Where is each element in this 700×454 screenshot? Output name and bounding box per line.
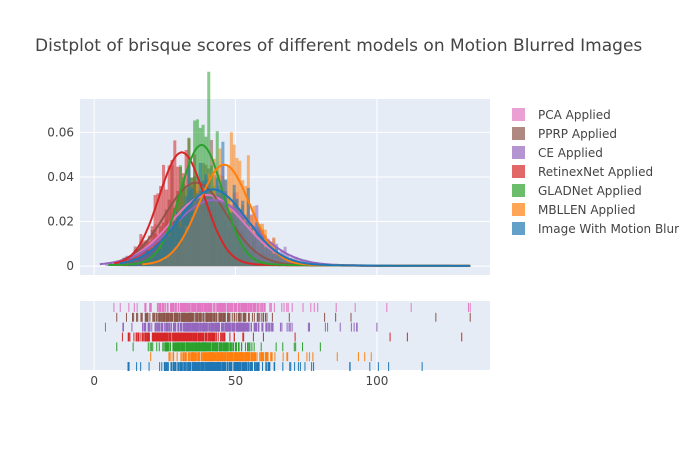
legend-swatch-mbllen-applied <box>512 203 525 216</box>
hist-bar-image-with-motion-blur <box>201 180 205 267</box>
legend-item-pca-applied[interactable]: PCA Applied <box>512 108 611 122</box>
hist-bar-image-with-motion-blur <box>153 246 157 267</box>
hist-bar-image-with-motion-blur <box>277 254 281 267</box>
hist-bar-image-with-motion-blur <box>266 243 270 267</box>
legend-label-mbllen-applied: MBLLEN Applied <box>538 203 635 217</box>
hist-bar-retinexnet-applied <box>173 140 177 267</box>
hist-bar-image-with-motion-blur <box>207 179 211 267</box>
legend-label-gladnet-applied: GLADNet Applied <box>538 184 642 198</box>
hist-bar-image-with-motion-blur <box>260 233 264 267</box>
legend-item-pprp-applied[interactable]: PPRP Applied <box>512 127 617 141</box>
hist-bar-retinexnet-applied <box>159 185 163 267</box>
legend-swatch-image-with-motion-blur <box>512 222 525 235</box>
y-tick-label: 0.06 <box>47 125 74 139</box>
hist-bar-image-with-motion-blur <box>167 235 171 267</box>
legend-label-image-with-motion-blur: Image With Motion Blur <box>538 222 679 236</box>
hist-bar-image-with-motion-blur <box>195 193 199 267</box>
hist-bar-image-with-motion-blur <box>130 258 134 267</box>
legend-item-retinexnet-applied[interactable]: RetinexNet Applied <box>512 165 653 179</box>
hist-bar-image-with-motion-blur <box>193 202 197 267</box>
hist-bar-image-with-motion-blur <box>263 246 267 267</box>
hist-bar-image-with-motion-blur <box>156 245 160 267</box>
legend-swatch-ce-applied <box>512 146 525 159</box>
hist-bar-image-with-motion-blur <box>280 257 284 267</box>
x-tick-label: 0 <box>90 374 98 388</box>
chart-title: Distplot of brisque scores of different … <box>35 36 642 56</box>
hist-bar-image-with-motion-blur <box>164 235 168 267</box>
x-tick-label: 100 <box>365 374 388 388</box>
hist-bar-image-with-motion-blur <box>212 200 216 267</box>
hist-bar-retinexnet-applied <box>133 250 137 267</box>
y-tick-label: 0 <box>66 259 74 273</box>
rug-plot-area <box>80 301 490 370</box>
hist-bar-image-with-motion-blur <box>229 212 233 267</box>
hist-bar-image-with-motion-blur <box>145 248 149 267</box>
hist-bar-image-with-motion-blur <box>204 174 208 267</box>
x-tick-label: 50 <box>228 374 243 388</box>
hist-bar-image-with-motion-blur <box>221 141 225 267</box>
hist-bar-image-with-motion-blur <box>159 248 163 267</box>
hist-bar-image-with-motion-blur <box>178 227 182 267</box>
legend-item-mbllen-applied[interactable]: MBLLEN Applied <box>512 203 635 217</box>
hist-bar-image-with-motion-blur <box>190 188 194 267</box>
hist-bar-image-with-motion-blur <box>162 233 166 267</box>
hist-bar-gladnet-applied <box>207 71 211 267</box>
hist-bar-image-with-motion-blur <box>238 208 242 267</box>
hist-bar-image-with-motion-blur <box>210 195 214 267</box>
hist-bar-image-with-motion-blur <box>224 179 228 267</box>
hist-bar-ce-applied <box>105 264 109 267</box>
legend-label-pprp-applied: PPRP Applied <box>538 127 617 141</box>
legend-label-retinexnet-applied: RetinexNet Applied <box>538 165 653 179</box>
legend-item-ce-applied[interactable]: CE Applied <box>512 146 603 160</box>
hist-bar-image-with-motion-blur <box>215 178 219 267</box>
hist-bar-image-with-motion-blur <box>173 220 177 267</box>
hist-bar-image-with-motion-blur <box>241 200 245 267</box>
hist-bar-image-with-motion-blur <box>275 247 279 267</box>
kde-curve-image-with-motion-blur <box>119 188 471 267</box>
hist-bar-image-with-motion-blur <box>272 253 276 267</box>
hist-bar-image-with-motion-blur <box>244 221 248 267</box>
hist-bar-image-with-motion-blur <box>258 226 262 267</box>
legend-item-gladnet-applied[interactable]: GLADNet Applied <box>512 184 642 198</box>
hist-bar-image-with-motion-blur <box>255 222 259 267</box>
hist-bar-image-with-motion-blur <box>187 165 191 267</box>
hist-bar-retinexnet-applied <box>167 165 171 267</box>
hist-bar-image-with-motion-blur <box>283 256 287 267</box>
legend-label-pca-applied: PCA Applied <box>538 108 611 122</box>
hist-bar-image-with-motion-blur <box>286 258 290 267</box>
hist-bar-gladnet-applied <box>193 120 197 267</box>
hist-bar-image-with-motion-blur <box>176 211 180 267</box>
legend-swatch-pca-applied <box>512 108 525 121</box>
legend-swatch-retinexnet-applied <box>512 165 525 178</box>
hist-bar-retinexnet-applied <box>122 261 126 267</box>
hist-bar-retinexnet-applied <box>139 234 143 267</box>
y-tick-label: 0.04 <box>47 170 74 184</box>
hist-bar-image-with-motion-blur <box>170 225 174 267</box>
legend-item-image-with-motion-blur[interactable]: Image With Motion Blur <box>512 222 679 236</box>
hist-bar-retinexnet-applied <box>170 160 174 267</box>
hist-bar-image-with-motion-blur <box>227 213 231 267</box>
hist-bar-image-with-motion-blur <box>218 185 222 267</box>
legend-swatch-pprp-applied <box>512 127 525 140</box>
hist-bar-image-with-motion-blur <box>269 248 273 267</box>
legend-label-ce-applied: CE Applied <box>538 146 603 160</box>
hist-bar-image-with-motion-blur <box>198 162 202 267</box>
y-tick-label: 0.02 <box>47 215 74 229</box>
hist-bar-retinexnet-applied <box>156 193 160 267</box>
hist-bar-retinexnet-applied <box>142 240 146 267</box>
legend-swatch-gladnet-applied <box>512 184 525 197</box>
